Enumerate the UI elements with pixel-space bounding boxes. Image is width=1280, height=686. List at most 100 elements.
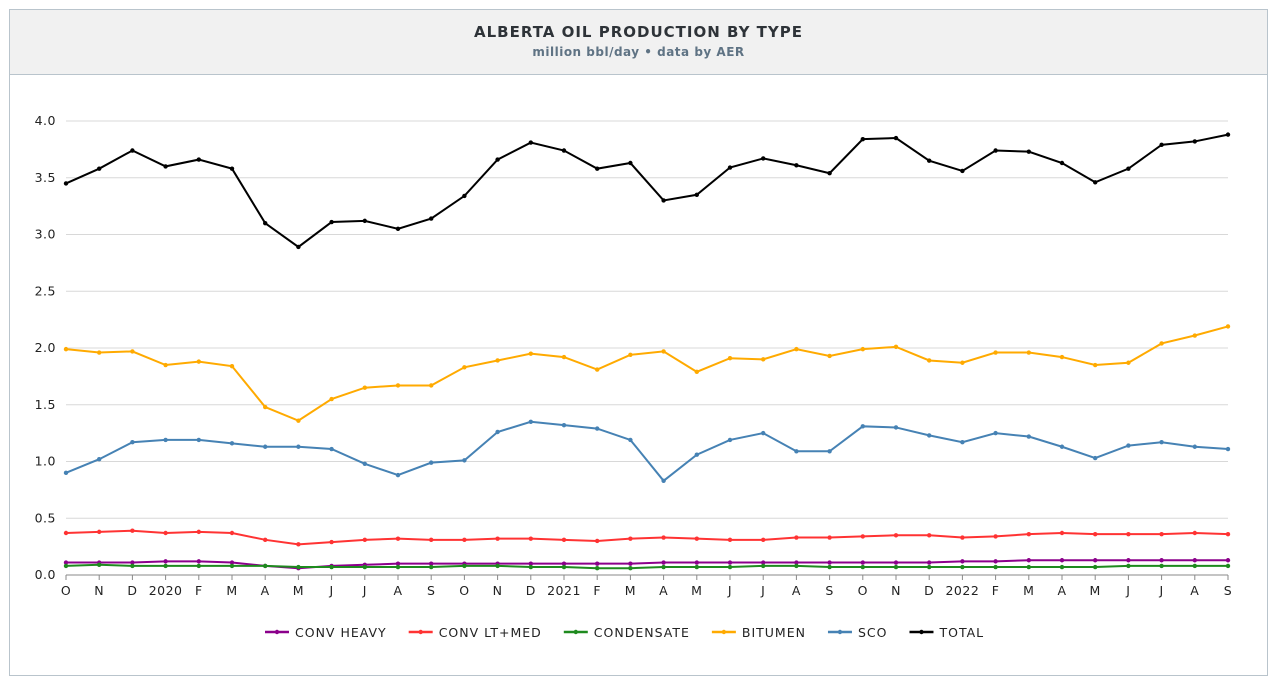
data-point — [1159, 440, 1164, 445]
data-point — [130, 349, 135, 354]
x-tick-label: F — [593, 583, 601, 598]
data-point — [528, 561, 533, 566]
legend-label: CONV HEAVY — [295, 625, 387, 640]
data-point — [860, 534, 865, 539]
x-tick-label: O — [61, 583, 71, 598]
data-point — [694, 452, 699, 457]
data-point — [495, 536, 500, 541]
data-point — [860, 564, 865, 570]
legend-marker — [721, 629, 727, 635]
data-point — [727, 165, 733, 170]
data-point — [927, 358, 932, 363]
data-point — [727, 564, 733, 570]
data-point — [1126, 531, 1131, 537]
series-line-conv-lt-med — [65, 529, 1229, 546]
data-point — [827, 564, 832, 570]
data-point — [429, 561, 434, 566]
data-point — [296, 542, 301, 547]
x-tick-label: F — [195, 583, 203, 598]
data-point — [462, 458, 467, 463]
data-point — [794, 163, 799, 168]
data-point — [794, 449, 799, 454]
data-point — [595, 426, 600, 431]
data-point — [395, 561, 401, 566]
data-point — [1059, 564, 1065, 570]
x-tick-label: M — [293, 583, 304, 598]
data-point — [1093, 531, 1098, 537]
data-point — [395, 472, 401, 478]
data-point — [329, 539, 334, 545]
data-point — [1093, 564, 1098, 570]
legend-label: CONV LT+MED — [439, 625, 542, 640]
data-point — [694, 369, 699, 375]
data-point — [495, 358, 500, 363]
x-tick-label: F — [992, 583, 1000, 598]
data-point — [761, 563, 766, 569]
data-point — [63, 181, 69, 186]
data-point — [296, 564, 301, 570]
data-point — [960, 440, 965, 445]
data-point — [1126, 360, 1131, 365]
data-point — [429, 564, 434, 570]
data-point — [1225, 563, 1231, 569]
x-tick-label: S — [1224, 583, 1232, 598]
data-point — [628, 437, 633, 443]
data-point — [993, 350, 998, 355]
data-point — [229, 441, 235, 446]
data-point — [927, 564, 932, 570]
data-point — [229, 530, 235, 536]
data-point — [130, 528, 135, 533]
data-point — [827, 449, 832, 454]
data-point — [1159, 558, 1164, 563]
x-tick-label: J — [760, 583, 765, 598]
data-point — [229, 363, 235, 369]
legend-label: TOTAL — [938, 625, 984, 640]
data-point — [860, 560, 865, 565]
series-line-bitumen — [65, 325, 1229, 422]
x-tick-label: N — [891, 583, 901, 598]
data-point — [263, 444, 268, 449]
data-point — [1026, 350, 1032, 355]
legend-marker — [919, 629, 924, 635]
data-point — [827, 560, 832, 565]
data-point — [893, 425, 899, 430]
data-point — [1026, 564, 1032, 570]
data-point — [1126, 558, 1131, 563]
data-point — [860, 424, 865, 429]
data-point — [429, 460, 434, 465]
data-point — [329, 219, 334, 225]
x-tick-label: J — [1159, 583, 1164, 598]
data-point — [628, 561, 633, 566]
data-point — [1026, 149, 1032, 154]
data-point — [362, 564, 367, 570]
data-point — [595, 561, 600, 566]
x-tick-label: 2022 — [945, 583, 979, 598]
data-point — [329, 446, 334, 452]
data-point — [263, 404, 268, 410]
data-point — [1093, 180, 1098, 185]
data-point — [1026, 531, 1032, 537]
chart-subtitle: million bbl/day • data by AER — [532, 45, 745, 59]
x-tick-label: M — [226, 583, 237, 598]
data-point — [893, 344, 899, 350]
data-point — [661, 198, 666, 203]
data-point — [130, 148, 135, 153]
data-point — [1059, 354, 1065, 360]
data-point — [561, 564, 567, 570]
data-point — [296, 244, 301, 250]
data-point — [1159, 563, 1164, 569]
y-tick-label: 2.5 — [35, 283, 56, 298]
series-line-total — [65, 133, 1229, 249]
y-tick-label: 0.0 — [35, 567, 56, 582]
data-point — [794, 535, 799, 540]
series-line-sco — [65, 420, 1229, 483]
data-point — [694, 564, 699, 570]
x-tick-label: A — [261, 583, 270, 598]
data-point — [893, 564, 899, 570]
data-point — [1126, 563, 1131, 569]
data-point — [163, 164, 168, 169]
data-point — [661, 564, 666, 570]
data-point — [927, 560, 932, 565]
data-point — [296, 444, 301, 449]
